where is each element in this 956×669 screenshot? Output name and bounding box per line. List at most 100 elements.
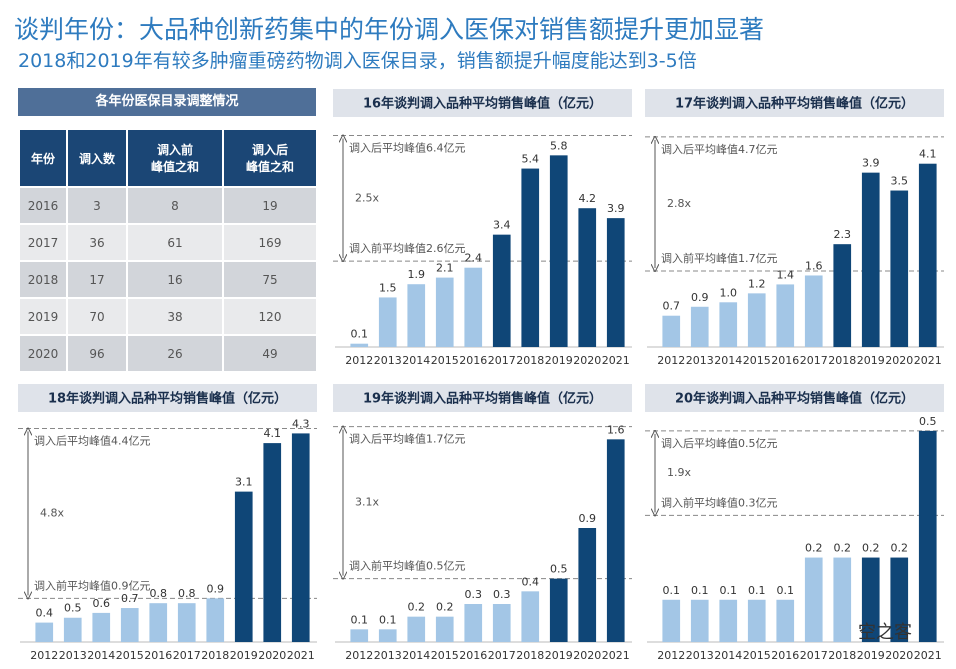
table-cell: 2017 [18, 223, 68, 262]
x-tick-label: 2017 [488, 354, 516, 367]
x-tick-label: 2019 [545, 354, 573, 367]
watermark: 空之客 [858, 622, 912, 643]
value-label: 0.2 [834, 542, 852, 555]
bar [549, 155, 568, 347]
x-tick-label: 2019 [857, 354, 885, 367]
bar [407, 284, 426, 347]
value-label: 0.1 [663, 584, 681, 597]
bar [804, 557, 823, 642]
value-label: 0.2 [436, 601, 454, 614]
ratio-label: 4.8x [40, 506, 64, 519]
bar [662, 315, 681, 347]
table-cell: 2018 [18, 260, 68, 299]
bar [719, 302, 738, 347]
table-cell: 120 [222, 297, 318, 336]
bar [492, 604, 511, 642]
x-tick-label: 2019 [857, 649, 885, 662]
bar [149, 603, 168, 642]
table-cell: 16 [126, 260, 224, 299]
bar [776, 284, 795, 347]
table-row: 2016 3 8 19 [18, 186, 318, 225]
x-tick-label: 2014 [402, 649, 430, 662]
chart-title-bar [645, 89, 944, 117]
x-tick-label: 2019 [545, 649, 573, 662]
bar [833, 557, 852, 642]
value-label: 4.2 [579, 192, 597, 205]
value-label: 5.8 [550, 139, 568, 152]
x-tick-label: 2020 [258, 649, 286, 662]
x-tick-label: 2017 [488, 649, 516, 662]
x-tick-label: 2018 [828, 354, 856, 367]
bar [92, 612, 111, 642]
value-label: 3.1 [235, 476, 253, 489]
table-cell: 96 [66, 334, 128, 373]
bar [747, 599, 766, 642]
chart-title-bar [333, 89, 632, 117]
x-tick-label: 2016 [771, 354, 799, 367]
x-tick-label: 2021 [914, 354, 942, 367]
table-cell: 75 [222, 260, 318, 299]
value-label: 0.6 [93, 597, 111, 610]
reference-label: 调入前平均峰值0.9亿元 [34, 578, 151, 592]
bar [549, 578, 568, 642]
value-label: 2.3 [834, 228, 852, 241]
value-label: 0.5 [919, 415, 937, 428]
x-tick-label: 2021 [287, 649, 315, 662]
chart-title: 18年谈判调入品种平均销售峰值（亿元） [48, 391, 287, 407]
value-label: 0.2 [408, 601, 426, 614]
table-cell: 2020 [18, 334, 68, 373]
value-label: 1.5 [379, 281, 397, 294]
bar [662, 599, 681, 642]
bar [263, 443, 282, 642]
x-tick-label: 2016 [771, 649, 799, 662]
bar [690, 599, 709, 642]
value-label: 0.4 [522, 575, 540, 588]
ratio-label: 3.1x [355, 496, 379, 509]
value-label: 0.7 [121, 592, 139, 605]
table-cell: 2019 [18, 297, 68, 336]
x-tick-label: 2012 [657, 649, 685, 662]
value-label: 0.1 [777, 584, 795, 597]
table-cell: 38 [126, 297, 224, 336]
value-label: 3.9 [862, 157, 880, 170]
x-tick-label: 2020 [573, 649, 601, 662]
bar [177, 603, 196, 642]
chart-title: 16年谈判调入品种平均销售峰值（亿元） [363, 96, 602, 112]
x-tick-label: 2018 [516, 649, 544, 662]
x-tick-label: 2017 [800, 649, 828, 662]
bar [747, 293, 766, 347]
x-tick-label: 2014 [87, 649, 115, 662]
x-tick-label: 2017 [800, 354, 828, 367]
value-label: 0.1 [351, 328, 369, 341]
table-cell: 169 [222, 223, 318, 262]
value-label: 5.4 [522, 153, 540, 166]
page-subtitle: 2018和2019年有较多肿瘤重磅药物调入医保目录，销售额提升幅度能达到3-5倍 [18, 50, 697, 72]
bar [464, 604, 483, 642]
value-label: 4.1 [919, 148, 937, 161]
value-label: 0.2 [805, 542, 823, 555]
reference-label: 调入后平均峰值0.5亿元 [661, 437, 778, 450]
bar [890, 190, 909, 347]
bar [435, 616, 454, 642]
ratio-label: 2.5x [355, 191, 379, 204]
bar [350, 343, 369, 347]
value-label: 4.1 [264, 427, 282, 440]
x-tick-label: 2018 [201, 649, 229, 662]
bar [464, 267, 483, 347]
chart-title-bar [18, 384, 317, 412]
bar [63, 617, 82, 642]
table-title: 各年份医保目录调整情况 [18, 88, 316, 116]
table-cell: 36 [66, 223, 128, 262]
x-tick-label: 2015 [743, 354, 771, 367]
value-label: 0.8 [150, 587, 168, 600]
chart-title: 20年谈判调入品种平均销售峰值（亿元） [675, 391, 914, 407]
ratio-label: 1.9x [667, 466, 691, 479]
reference-label: 调入后平均峰值1.7亿元 [349, 433, 466, 446]
value-label: 0.5 [64, 602, 82, 615]
bar [35, 622, 54, 642]
bar [690, 306, 709, 347]
value-label: 3.5 [891, 175, 909, 188]
x-tick-label: 2020 [573, 354, 601, 367]
x-tick-label: 2012 [345, 649, 373, 662]
